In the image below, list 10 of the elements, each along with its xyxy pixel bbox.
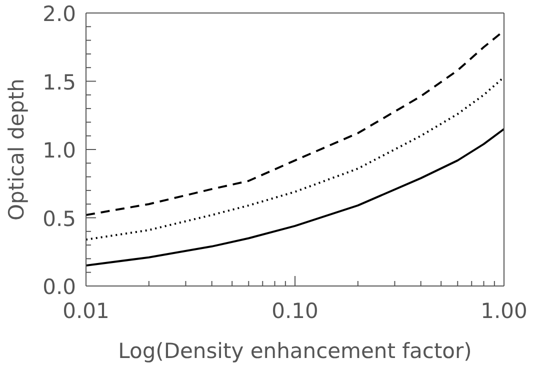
x-tick-label: 1.00 [480, 299, 528, 323]
x-axis-title: Log(Density enhancement factor) [118, 339, 472, 363]
x-tick-label: 0.01 [62, 299, 110, 323]
x-tick-label: 0.10 [272, 299, 318, 323]
y-axis-title: Optical depth [4, 78, 28, 220]
y-tick-label: 2.0 [42, 2, 76, 26]
y-tick-label: 0.5 [42, 206, 76, 231]
y-tick-label: 0.0 [42, 275, 76, 299]
y-tick-label: 1.0 [42, 138, 76, 162]
y-tick-label: 1.5 [42, 70, 76, 94]
